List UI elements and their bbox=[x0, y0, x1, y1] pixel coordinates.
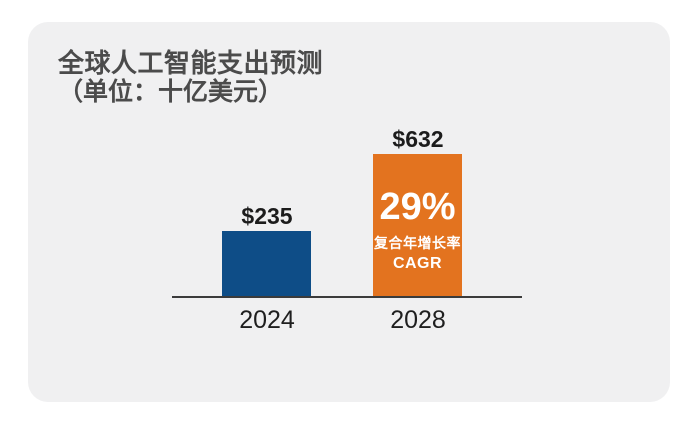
plot-area: $235 $632 29% 复合年增长率 CAGR 2024 2028 bbox=[28, 22, 670, 402]
bar-2028: 29% 复合年增长率 CAGR bbox=[373, 154, 462, 298]
value-label-2024: $235 bbox=[241, 203, 293, 229]
x-tick-2028: 2028 bbox=[390, 306, 446, 334]
chart-title: 全球人工智能支出预测 bbox=[58, 48, 324, 78]
chart-subtitle: （单位：十亿美元） bbox=[58, 78, 284, 106]
x-tick-2024: 2024 bbox=[239, 306, 295, 334]
bar-2024 bbox=[222, 231, 311, 298]
cagr-label-zh: 复合年增长率 bbox=[374, 234, 461, 251]
value-label-2028: $632 bbox=[392, 126, 444, 152]
cagr-percent: 29% bbox=[379, 185, 456, 228]
chart-header: 全球人工智能支出预测 （单位：十亿美元） bbox=[58, 48, 323, 106]
cagr-label-en: CAGR bbox=[392, 254, 443, 272]
chart-card: 全球人工智能支出预测 （单位：十亿美元） $235 $632 29% 复合年增长… bbox=[28, 22, 670, 402]
x-axis-line bbox=[172, 296, 522, 298]
